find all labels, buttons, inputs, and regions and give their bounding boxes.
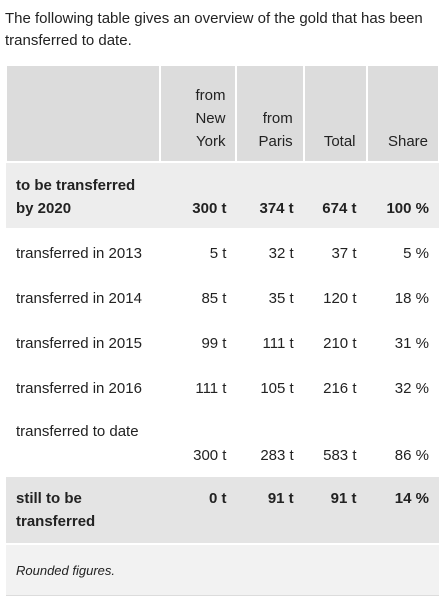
value-cell: 111 t	[160, 363, 237, 410]
table-row: transferred in 2014 85 t 35 t 120 t 18 %	[6, 273, 439, 320]
header-cell: from New York	[158, 64, 238, 163]
value-cell: 5 %	[366, 228, 439, 275]
value-cell: 85 t	[160, 273, 237, 320]
header-cell: from Paris	[235, 64, 305, 163]
value-cell: 120 t	[303, 273, 367, 320]
row-label: transferred in 2016	[6, 363, 160, 410]
header-text: from Paris	[258, 110, 293, 150]
row-label: transferred in 2014	[6, 273, 160, 320]
row-label: still to be transferred	[6, 475, 160, 545]
table-body: to be transferred by 2020 300 t 374 t 674 t…	[6, 161, 439, 596]
value-cell: 5 t	[160, 228, 237, 275]
value-cell: 300 t	[160, 408, 237, 477]
table-row: transferred to date 300 t 283 t 583 t 86 %	[6, 408, 439, 477]
header-cell: Total	[302, 64, 368, 163]
value-cell: 14 %	[366, 475, 439, 545]
value-cell: 300 t	[160, 161, 237, 230]
value-cell: 35 t	[236, 273, 304, 320]
table-row: transferred in 2015 99 t 111 t 210 t 31 %	[6, 318, 439, 365]
value-cell: 111 t	[236, 318, 304, 365]
header-text: Share	[387, 133, 428, 150]
header-text: Total	[323, 133, 356, 150]
value-cell: 283 t	[236, 408, 304, 477]
value-cell: 583 t	[303, 408, 367, 477]
gold-table: from New York from Paris Total Share to …	[5, 64, 440, 596]
value-cell: 374 t	[236, 161, 304, 230]
table-row: to be transferred by 2020 300 t 374 t 674 t…	[6, 161, 439, 230]
row-label: transferred in 2013	[6, 228, 160, 275]
value-cell: 0 t	[160, 475, 237, 545]
footnote-row: Rounded figures.	[6, 543, 439, 596]
header-text: from New York	[195, 87, 226, 150]
table-row: transferred in 2016 111 t 105 t 216 t 32 %	[6, 363, 439, 410]
value-cell: 91 t	[303, 475, 367, 545]
value-cell: 32 t	[236, 228, 304, 275]
value-cell: 99 t	[160, 318, 237, 365]
table-row: still to be transferred 0 t 91 t 91 t 14 %	[6, 475, 439, 545]
value-cell: 100 %	[366, 161, 439, 230]
value-cell: 31 %	[366, 318, 439, 365]
row-label: transferred in 2015	[6, 318, 160, 365]
header-cell: Share	[365, 64, 440, 163]
value-cell: 37 t	[303, 228, 367, 275]
footnote: Rounded figures.	[6, 543, 439, 596]
value-cell: 210 t	[303, 318, 367, 365]
row-label: to be transferred by 2020	[6, 161, 160, 230]
value-cell: 216 t	[303, 363, 367, 410]
row-label: transferred to date	[6, 408, 160, 477]
value-cell: 18 %	[366, 273, 439, 320]
header-row: from New York from Paris Total Share	[5, 64, 440, 163]
value-cell: 91 t	[236, 475, 304, 545]
value-cell: 32 %	[366, 363, 439, 410]
value-cell: 674 t	[303, 161, 367, 230]
value-cell: 105 t	[236, 363, 304, 410]
header-cell	[5, 64, 161, 163]
intro-text: The following table gives an overview of…	[5, 10, 423, 49]
value-cell: 86 %	[366, 408, 439, 477]
